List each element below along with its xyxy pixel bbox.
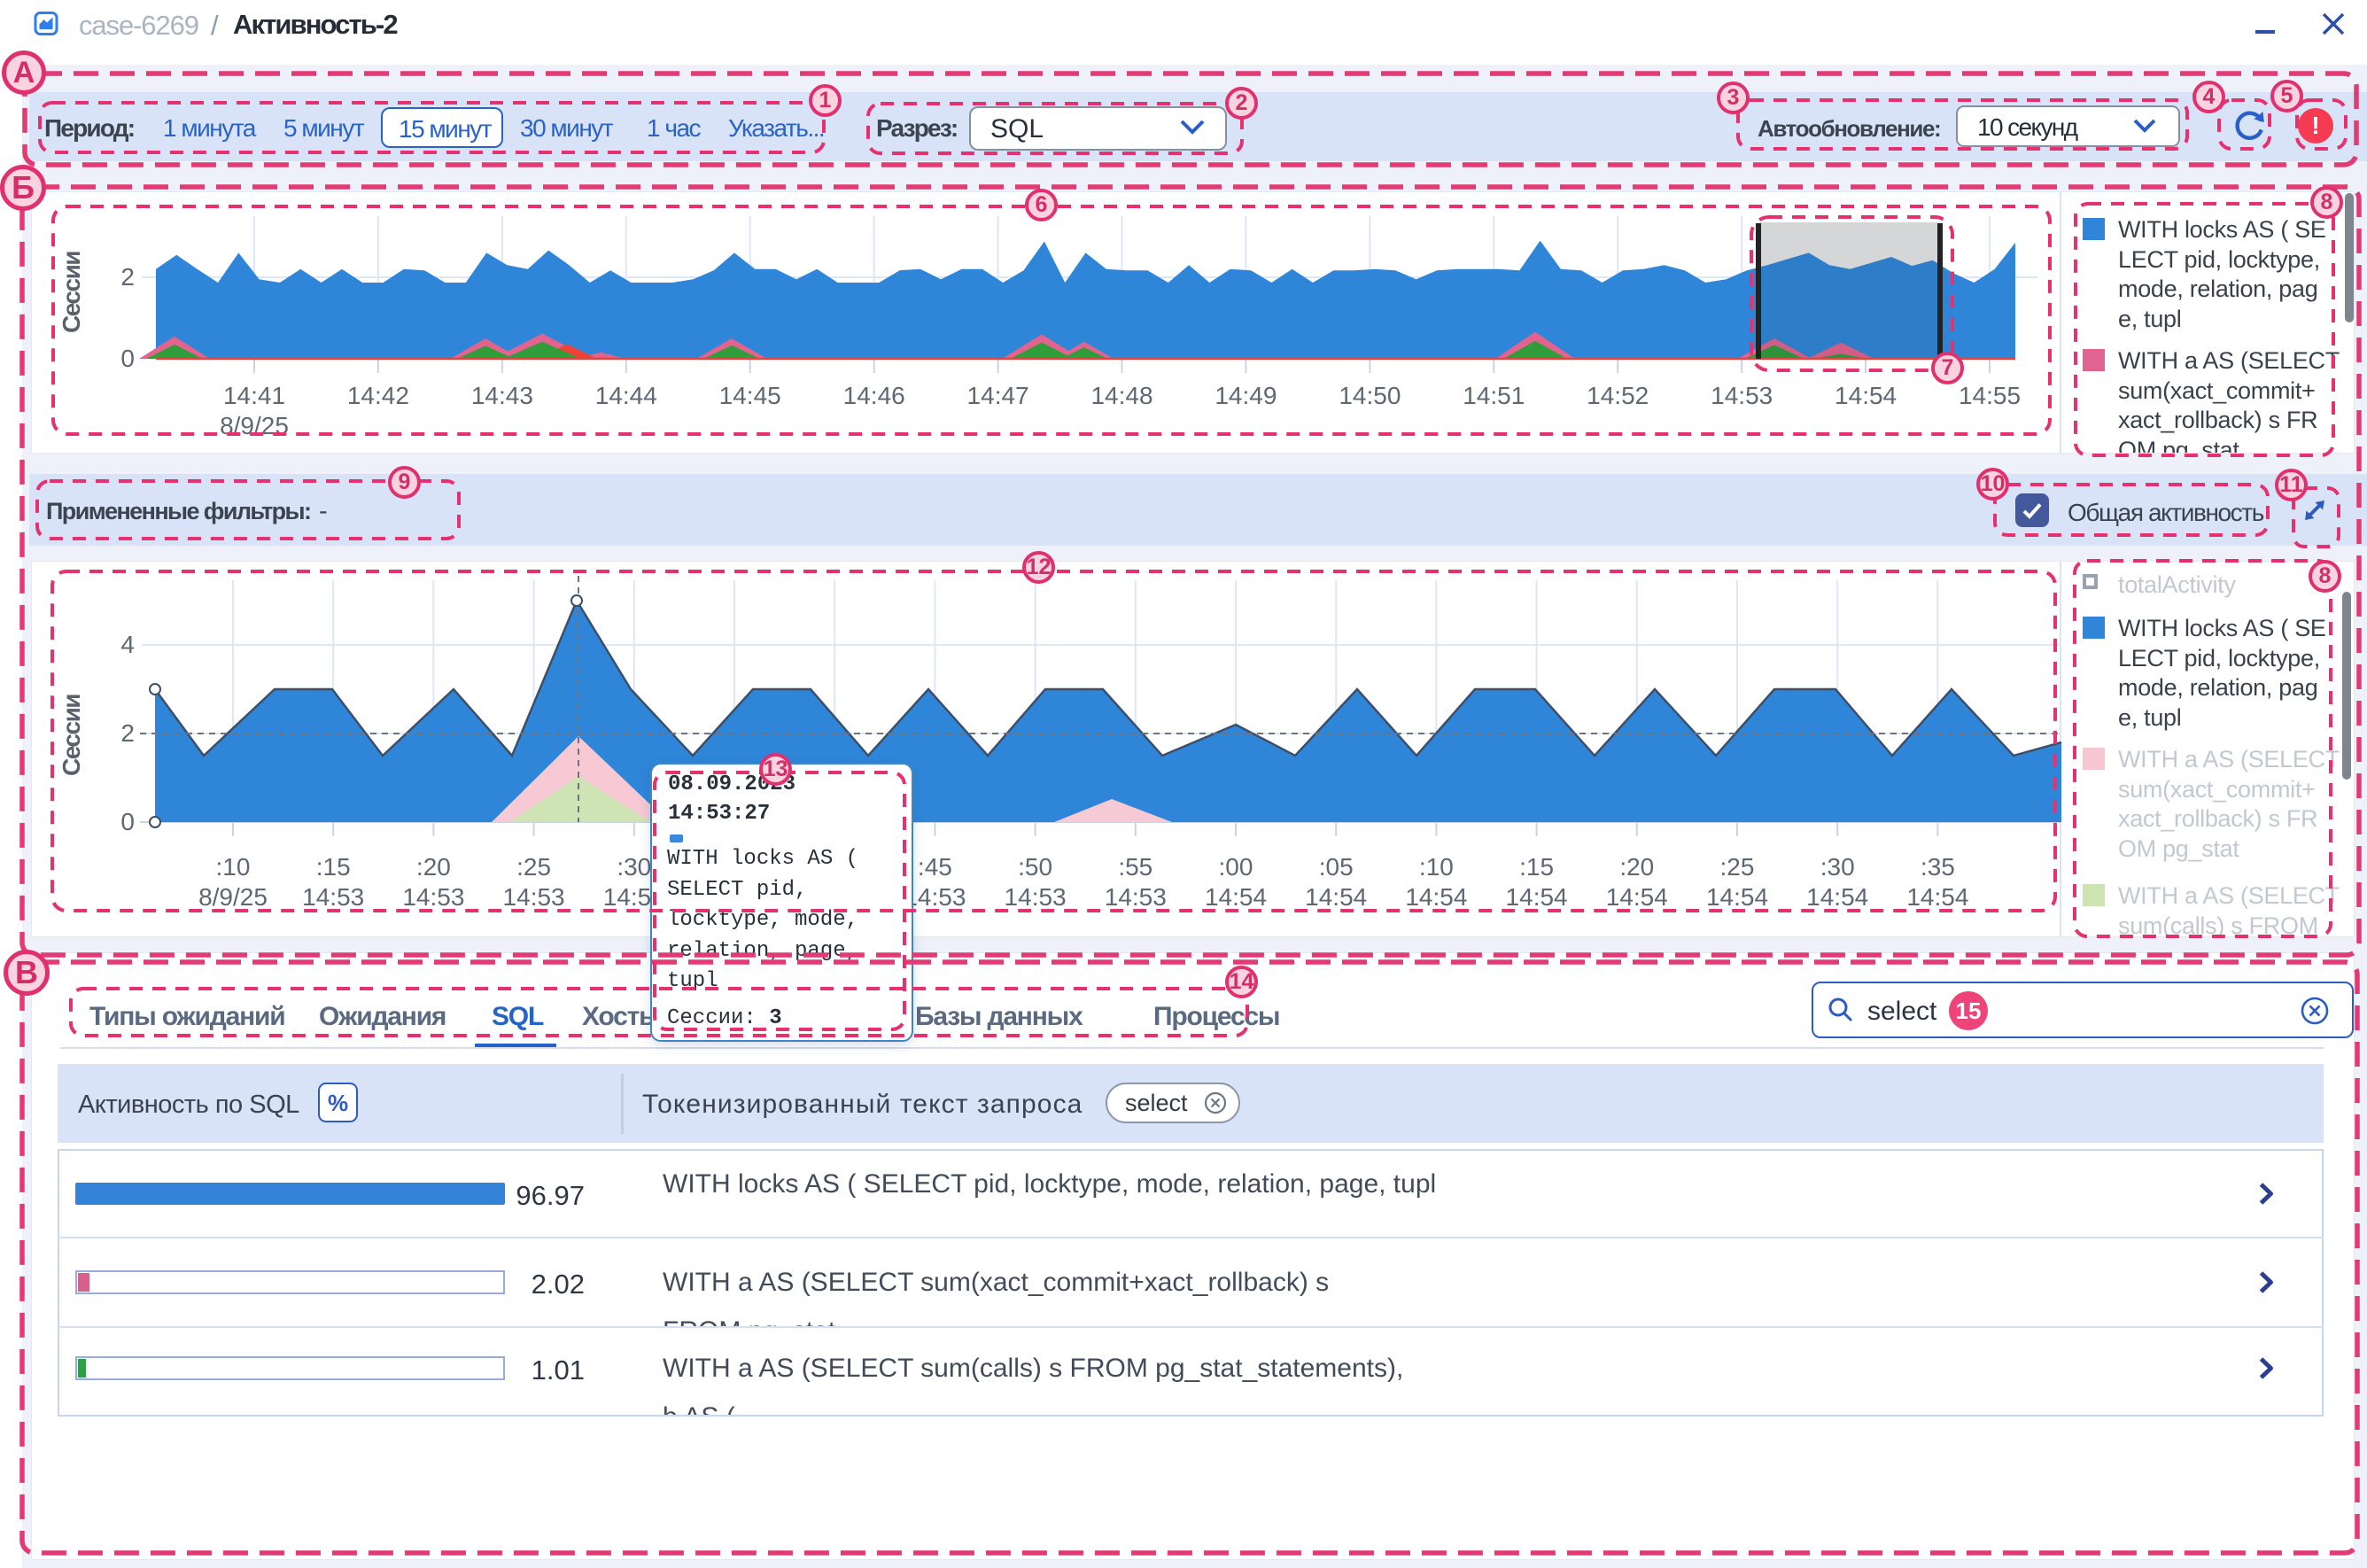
svg-text:14:44: 14:44 — [595, 382, 657, 409]
svg-text:14:55: 14:55 — [1959, 382, 2021, 409]
svg-text:14:54: 14:54 — [1205, 883, 1267, 911]
svg-text:14:53: 14:53 — [1105, 883, 1167, 911]
svg-text::15: :15 — [316, 853, 351, 881]
svg-text:14:53: 14:53 — [1005, 883, 1067, 911]
svg-text::30: :30 — [1820, 853, 1855, 881]
svg-text:14:54: 14:54 — [1835, 382, 1897, 409]
svg-text::10: :10 — [216, 853, 251, 881]
svg-text:14:53: 14:53 — [302, 883, 364, 911]
svg-text::25: :25 — [516, 853, 551, 881]
svg-text:14:53: 14:53 — [1711, 382, 1773, 409]
svg-text:2: 2 — [120, 263, 135, 291]
svg-text:8/9/25: 8/9/25 — [220, 412, 289, 439]
svg-text:14:54: 14:54 — [1806, 883, 1868, 911]
svg-text::05: :05 — [1319, 853, 1354, 881]
svg-text::15: :15 — [1519, 853, 1554, 881]
svg-text:Сессии: Сессии — [58, 252, 85, 333]
svg-text::20: :20 — [416, 853, 451, 881]
svg-text::50: :50 — [1018, 853, 1052, 881]
svg-text:14:54: 14:54 — [1906, 883, 1968, 911]
svg-text::25: :25 — [1720, 853, 1755, 881]
svg-text:14:52: 14:52 — [1587, 382, 1649, 409]
svg-text:14:53: 14:53 — [402, 883, 464, 911]
svg-text::55: :55 — [1118, 853, 1152, 881]
svg-text:14:46: 14:46 — [843, 382, 905, 409]
svg-text:14:54: 14:54 — [1405, 883, 1467, 911]
svg-text:14:48: 14:48 — [1090, 382, 1152, 409]
svg-text::35: :35 — [1921, 853, 1955, 881]
svg-text:2: 2 — [120, 719, 135, 747]
svg-text::00: :00 — [1219, 853, 1253, 881]
svg-text:14:53: 14:53 — [503, 883, 565, 911]
svg-text::10: :10 — [1419, 853, 1454, 881]
svg-text:14:49: 14:49 — [1215, 382, 1277, 409]
svg-text:14:54: 14:54 — [1706, 883, 1768, 911]
svg-text::30: :30 — [617, 853, 651, 881]
svg-text::45: :45 — [918, 853, 952, 881]
svg-text:0: 0 — [120, 345, 135, 372]
svg-text:14:41: 14:41 — [223, 382, 285, 409]
svg-text:14:47: 14:47 — [967, 382, 1029, 409]
svg-text:14:42: 14:42 — [347, 382, 409, 409]
svg-text::20: :20 — [1619, 853, 1654, 881]
svg-text:14:54: 14:54 — [1506, 883, 1568, 911]
svg-text:14:50: 14:50 — [1339, 382, 1401, 409]
svg-text:14:43: 14:43 — [471, 382, 533, 409]
svg-text:14:54: 14:54 — [1305, 883, 1367, 911]
svg-text:Сессии: Сессии — [58, 695, 85, 776]
svg-text:0: 0 — [120, 808, 135, 835]
svg-text:4: 4 — [120, 631, 135, 658]
svg-text:14:51: 14:51 — [1463, 382, 1525, 409]
svg-text:14:54: 14:54 — [1606, 883, 1668, 911]
svg-text:14:45: 14:45 — [719, 382, 781, 409]
svg-text:8/9/25: 8/9/25 — [198, 883, 268, 911]
